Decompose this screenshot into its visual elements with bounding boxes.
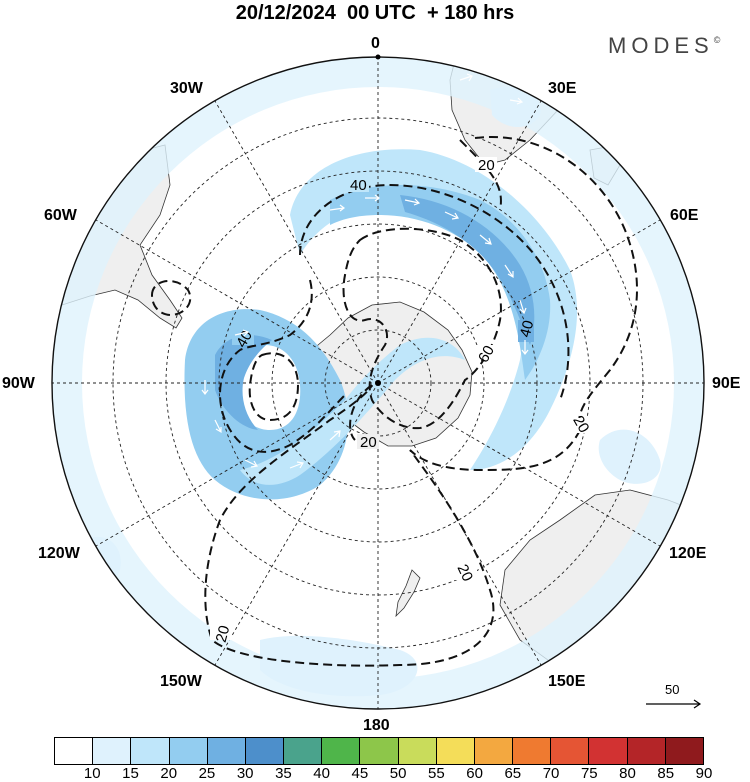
- colorbar-swatch: [436, 738, 475, 764]
- south-pole-marker: [375, 380, 381, 386]
- colorbar-tick-label: 65: [504, 765, 522, 782]
- contour-40-main: [219, 183, 570, 453]
- colorbar-swatch: [131, 738, 170, 764]
- wind-vector: [521, 340, 529, 355]
- colorbar-tick-label: 30: [236, 765, 254, 782]
- wind-vector: [404, 198, 421, 206]
- contour-label-60: 60: [475, 343, 498, 366]
- colorbar: [54, 737, 704, 765]
- brand-name: MODES: [608, 33, 714, 58]
- reference-vector: [646, 699, 702, 709]
- contour-40-pacific-inner: [248, 352, 300, 422]
- lon-label-60w: 60W: [44, 207, 77, 224]
- lon-label-150e: 150E: [548, 673, 586, 690]
- contour-60: [342, 227, 502, 430]
- wind-vector: [509, 97, 524, 105]
- jet-pacific-core: [215, 335, 272, 430]
- lon-label-30e: 30E: [548, 80, 577, 97]
- colorbar-tick-label: 50: [389, 765, 407, 782]
- colorbar-tick-label: 70: [542, 765, 560, 782]
- wind-vectors: [201, 73, 529, 469]
- wind-vector: [244, 459, 258, 468]
- colorbar-tick-label: 10: [83, 765, 101, 782]
- copyright-mark: ©: [713, 35, 721, 45]
- contour-label-40-east: 40: [517, 319, 538, 340]
- lon-label-120w: 120W: [38, 545, 80, 562]
- colorbar-tick-label: 85: [657, 765, 675, 782]
- colorbar-tick-label: 55: [428, 765, 445, 782]
- wind-vector: [214, 419, 222, 434]
- lon-label-150w: 150W: [160, 673, 202, 690]
- lon-label-0: 0: [371, 35, 380, 52]
- contour-20-outer: [204, 136, 638, 667]
- colorbar-swatch: [245, 738, 285, 764]
- colorbar-tick-label: 35: [275, 765, 292, 782]
- colorbar-swatch: [627, 738, 666, 764]
- contour-lines: [150, 136, 638, 667]
- graticule: [52, 57, 704, 709]
- colorbar-swatch: [55, 738, 94, 764]
- contour-label-20-center: 20: [360, 434, 377, 451]
- wind-vector: [234, 329, 250, 337]
- colorbar-swatch: [360, 738, 399, 764]
- brand-logo: MODES©: [608, 33, 720, 59]
- wind-vector: [504, 264, 514, 279]
- colorbar-swatch: [665, 738, 703, 764]
- wind-vector: [479, 234, 492, 245]
- shading-patch-1: [598, 429, 661, 484]
- reference-vector-label: 50: [665, 682, 680, 697]
- chart-title: 20/12/2024 00 UTC + 180 hrs: [235, 2, 515, 24]
- colorbar-tick-label: 20: [160, 765, 178, 782]
- contour-label-40-north: 40: [350, 177, 367, 194]
- colorbar-swatch: [93, 738, 132, 764]
- wind-vector: [365, 194, 380, 202]
- polar-map: 40 20 40 60 20 40 20 20 20: [51, 54, 705, 710]
- contour-label-20-southwest: 20: [213, 624, 234, 645]
- contour-label-20-south: 20: [454, 562, 476, 584]
- colorbar-swatch: [474, 738, 514, 764]
- wind-vector: [329, 204, 345, 212]
- colorbar-tick-label: 80: [619, 765, 636, 782]
- colorbar-swatch: [207, 738, 246, 764]
- colorbar-swatch: [169, 738, 208, 764]
- jet-south-atlantic-max: [400, 195, 535, 345]
- lon-label-120e: 120E: [669, 545, 707, 562]
- shading-patch-4: [490, 86, 541, 128]
- colorbar-tick-label: 25: [198, 765, 216, 782]
- colorbar-swatch: [284, 738, 323, 764]
- colorbar-swatch: [322, 738, 361, 764]
- contour-40-small: [150, 280, 192, 317]
- contour-label-40-west: 40: [233, 328, 256, 351]
- lon-label-180: 180: [363, 717, 390, 734]
- contour-label-20-east: 20: [569, 413, 592, 436]
- colorbar-swatch: [551, 738, 590, 764]
- wind-vector: [459, 73, 473, 82]
- colorbar-tick-label: 90: [695, 765, 713, 782]
- colorbar-ticks: 10 15 20 25 30 35 40 45 50 55 60 65 70 75 80 85 90: [54, 765, 712, 782]
- wind-vector: [444, 211, 459, 220]
- lon-label-60e: 60E: [670, 207, 699, 224]
- colorbar-tick-label: 45: [351, 765, 369, 782]
- contour-labels: 40 20 40 60 20 40 20 20 20: [210, 157, 593, 644]
- colorbar-tick-label: 60: [466, 765, 483, 782]
- wind-vector: [201, 380, 209, 395]
- jet-south-atlantic-core: [330, 185, 551, 380]
- wind-vector: [519, 299, 527, 315]
- lon-label-90e: 90E: [712, 375, 741, 392]
- contour-label-20-northeast: 20: [478, 157, 495, 174]
- colorbar-swatch: [589, 738, 628, 764]
- contour-20-inner: [349, 139, 502, 441]
- wind-vector: [289, 461, 304, 469]
- wind-vector: [329, 430, 341, 441]
- top-marker: [375, 54, 381, 60]
- colorbar-tick-label: 15: [122, 765, 139, 782]
- colorbar-swatch: [513, 738, 552, 764]
- colorbar-tick-label: 40: [313, 765, 330, 782]
- colorbar-swatch: [398, 738, 437, 764]
- lon-label-30w: 30W: [170, 80, 203, 97]
- lon-label-90w: 90W: [2, 375, 35, 392]
- colorbar-tick-label: 75: [580, 765, 598, 782]
